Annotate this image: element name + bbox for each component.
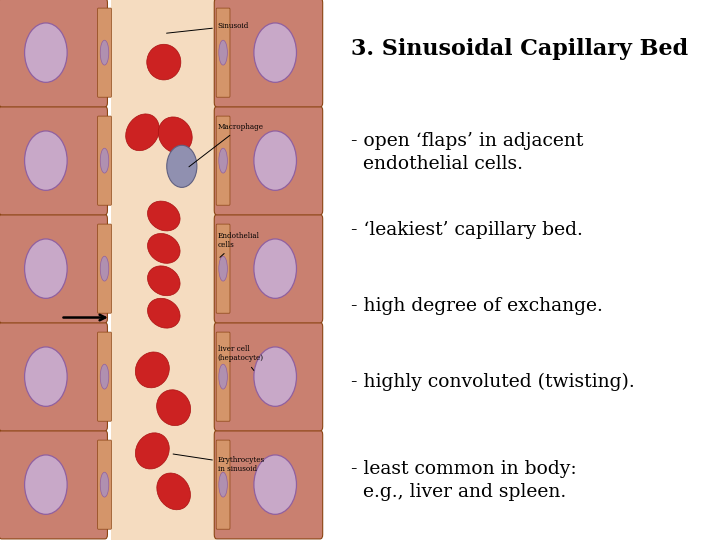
Text: Endothelial
cells: Endothelial cells (218, 232, 260, 258)
FancyBboxPatch shape (98, 332, 112, 421)
FancyBboxPatch shape (216, 116, 230, 205)
Ellipse shape (158, 117, 192, 153)
Ellipse shape (100, 364, 109, 389)
Ellipse shape (254, 239, 297, 298)
Text: Macrophage: Macrophage (189, 123, 264, 167)
FancyBboxPatch shape (0, 0, 107, 107)
Polygon shape (112, 0, 216, 540)
Text: - high degree of exchange.: - high degree of exchange. (351, 297, 603, 315)
Ellipse shape (167, 145, 197, 187)
Text: Sinusoid: Sinusoid (166, 22, 249, 33)
Ellipse shape (100, 472, 109, 497)
FancyBboxPatch shape (98, 440, 112, 529)
FancyBboxPatch shape (215, 322, 323, 431)
Text: Erythrocytes
in sinusoid: Erythrocytes in sinusoid (173, 454, 265, 473)
Ellipse shape (100, 256, 109, 281)
FancyBboxPatch shape (0, 106, 107, 215)
Ellipse shape (148, 233, 180, 264)
Ellipse shape (100, 40, 109, 65)
FancyBboxPatch shape (98, 224, 112, 313)
Text: - highly convoluted (twisting).: - highly convoluted (twisting). (351, 373, 635, 391)
Ellipse shape (254, 455, 297, 514)
Ellipse shape (24, 455, 67, 514)
Ellipse shape (148, 298, 180, 328)
FancyBboxPatch shape (98, 116, 112, 205)
FancyBboxPatch shape (216, 440, 230, 529)
Ellipse shape (254, 131, 297, 191)
Ellipse shape (254, 347, 297, 406)
FancyBboxPatch shape (0, 322, 107, 431)
Ellipse shape (147, 44, 181, 80)
Text: - ‘leakiest’ capillary bed.: - ‘leakiest’ capillary bed. (351, 221, 583, 239)
Ellipse shape (219, 364, 228, 389)
FancyBboxPatch shape (216, 332, 230, 421)
FancyBboxPatch shape (215, 214, 323, 323)
Ellipse shape (24, 347, 67, 406)
Ellipse shape (135, 352, 169, 388)
Text: 3. Sinusoidal Capillary Bed: 3. Sinusoidal Capillary Bed (351, 38, 688, 60)
Ellipse shape (100, 148, 109, 173)
FancyBboxPatch shape (0, 214, 107, 323)
Ellipse shape (254, 23, 297, 82)
Ellipse shape (24, 239, 67, 298)
Text: - open ‘flaps’ in adjacent
  endothelial cells.: - open ‘flaps’ in adjacent endothelial c… (351, 132, 583, 173)
Ellipse shape (126, 114, 159, 151)
Ellipse shape (157, 473, 191, 510)
Ellipse shape (219, 148, 228, 173)
FancyBboxPatch shape (216, 8, 230, 97)
Text: - least common in body:
  e.g., liver and spleen.: - least common in body: e.g., liver and … (351, 460, 577, 501)
Ellipse shape (24, 23, 67, 82)
FancyBboxPatch shape (0, 430, 107, 539)
Text: liver cell
(hepatocyte): liver cell (hepatocyte) (218, 345, 264, 370)
Ellipse shape (219, 256, 228, 281)
Ellipse shape (148, 201, 180, 231)
Ellipse shape (148, 266, 180, 296)
Ellipse shape (157, 390, 191, 426)
FancyBboxPatch shape (215, 0, 323, 107)
Ellipse shape (219, 472, 228, 497)
Ellipse shape (135, 433, 169, 469)
Ellipse shape (24, 131, 67, 191)
FancyBboxPatch shape (215, 106, 323, 215)
FancyBboxPatch shape (215, 430, 323, 539)
Ellipse shape (219, 40, 228, 65)
FancyBboxPatch shape (98, 8, 112, 97)
FancyBboxPatch shape (216, 224, 230, 313)
